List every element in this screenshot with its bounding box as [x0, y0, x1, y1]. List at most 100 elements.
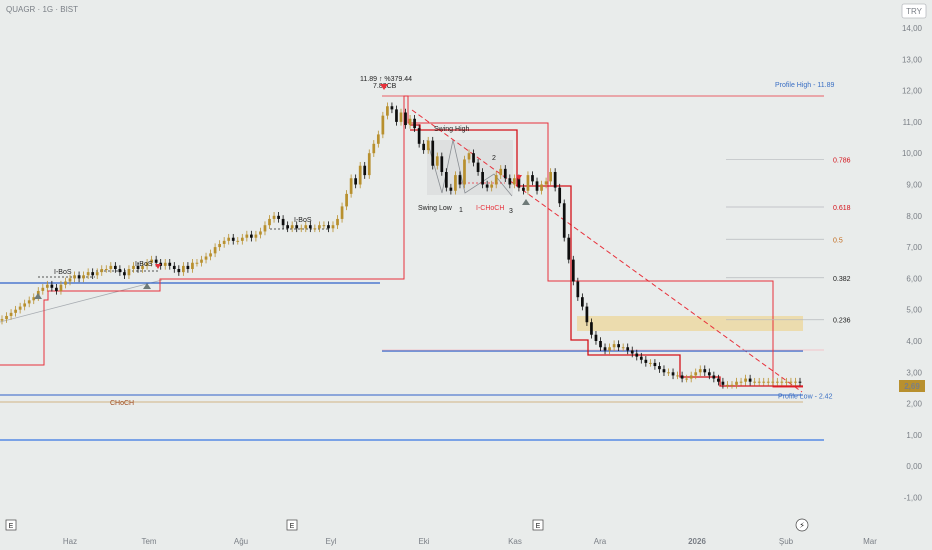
x-tick-label: Eyl	[325, 537, 336, 546]
y-tick-label: 9,00	[906, 181, 922, 190]
candle	[132, 262, 135, 273]
event-badges[interactable]: E E E ⚡	[5, 518, 809, 532]
candle	[635, 349, 639, 361]
candle	[109, 262, 113, 273]
candle	[780, 377, 784, 386]
y-tick-label: 6,00	[906, 274, 922, 283]
candle	[526, 171, 530, 195]
candle	[794, 377, 797, 386]
candle	[766, 377, 770, 386]
candle	[209, 249, 212, 261]
candle	[426, 136, 430, 154]
candle	[367, 149, 371, 179]
candle	[254, 230, 258, 242]
candle	[91, 268, 95, 280]
candle	[608, 343, 611, 355]
y-tick-label: 5,00	[906, 306, 922, 315]
lightning-icon[interactable]	[795, 518, 809, 532]
x-tick-label: Ara	[594, 537, 607, 546]
peak-label: 11.89 ↑ %379.44	[360, 76, 412, 83]
earnings-badge[interactable]	[5, 519, 17, 531]
candle	[730, 381, 734, 389]
wave-3-label: 3	[509, 208, 513, 215]
candle	[553, 168, 557, 192]
currency-badge-text: TRY	[906, 7, 923, 16]
candle	[318, 221, 321, 233]
candle	[231, 233, 235, 245]
candle	[653, 359, 657, 370]
down-triangle-marker	[516, 175, 522, 180]
candle	[417, 124, 421, 148]
candle	[571, 255, 575, 286]
trailing-stop-outer	[0, 95, 803, 388]
candle	[213, 243, 217, 258]
candle	[95, 268, 99, 280]
candle	[581, 293, 584, 311]
candle	[753, 377, 757, 386]
y-tick-label: 8,00	[906, 212, 922, 221]
candle	[444, 168, 448, 192]
earnings-badge[interactable]	[532, 519, 544, 531]
candle	[5, 312, 8, 323]
candle	[100, 265, 104, 276]
ichoch-label: I-CHoCH	[476, 205, 504, 212]
candle	[698, 365, 702, 377]
candle	[476, 158, 480, 176]
candle	[349, 174, 353, 198]
candle	[576, 277, 580, 301]
candle	[422, 140, 426, 154]
candle	[145, 258, 149, 270]
candle	[739, 377, 743, 386]
candle	[27, 296, 31, 308]
candle	[544, 177, 548, 189]
candle	[227, 233, 231, 245]
currency-badge[interactable]: TRY	[901, 3, 927, 19]
candle	[785, 377, 788, 386]
markers	[34, 84, 530, 299]
candle	[703, 365, 707, 377]
order-block-zone	[577, 316, 803, 331]
ibos-label-3: I-BoS	[294, 217, 312, 224]
candle	[798, 377, 802, 386]
candle	[259, 227, 262, 239]
candle	[277, 212, 280, 223]
candle	[404, 108, 407, 129]
candle	[86, 268, 90, 280]
rising-trendline	[0, 279, 163, 323]
candle	[744, 374, 747, 386]
candle	[762, 377, 766, 386]
candle	[204, 252, 208, 264]
candle	[617, 340, 620, 352]
candle	[458, 171, 462, 189]
candle	[386, 102, 389, 120]
candle	[177, 265, 181, 276]
candle	[372, 140, 376, 157]
y-tick-label: 2,00	[906, 400, 922, 409]
swing-high-label: Swing High	[434, 126, 470, 133]
candle	[531, 171, 534, 186]
candle	[127, 265, 131, 280]
candle	[150, 255, 153, 267]
candle	[358, 161, 362, 189]
candle	[472, 149, 475, 167]
candle	[503, 165, 507, 182]
candle	[612, 340, 616, 352]
earnings-badge[interactable]	[286, 519, 298, 531]
candle	[240, 233, 244, 245]
candle	[594, 330, 598, 345]
candle	[748, 374, 752, 386]
candle	[562, 199, 566, 242]
y-axis: 14,00 13,00 12,00 11,00 10,00 9,00 8,00 7,00 6,0…	[902, 24, 923, 503]
x-tick-label: Mar	[863, 537, 877, 546]
y-tick-label: 3,00	[906, 368, 922, 377]
candle	[395, 105, 398, 126]
fib-label: 0.236	[833, 318, 851, 325]
last-price-text: 2,69	[904, 382, 920, 391]
candle	[9, 309, 13, 320]
up-triangle-marker	[143, 283, 151, 289]
candle	[281, 215, 285, 229]
y-tick-label: 7,00	[906, 243, 922, 252]
x-tick-label: Tem	[141, 537, 156, 546]
